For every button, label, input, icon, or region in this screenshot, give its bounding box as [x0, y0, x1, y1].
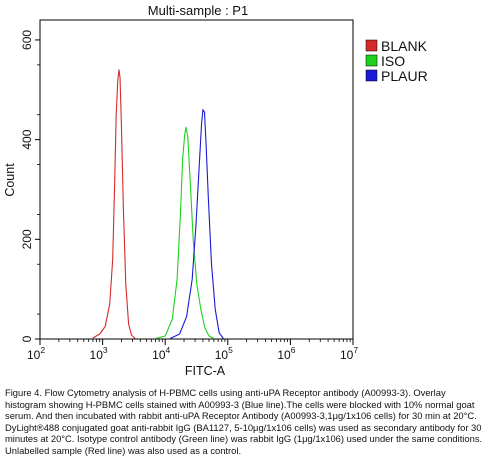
series-line-plaur — [169, 109, 224, 339]
x-tick-label-exponent: 6 — [291, 345, 296, 355]
x-tick-label-base: 10 — [277, 348, 291, 362]
x-tick-label: 105 — [215, 345, 233, 362]
x-tick-label-exponent: 5 — [228, 345, 233, 355]
x-tick-label: 106 — [277, 345, 295, 362]
plot-frame — [39, 19, 354, 340]
legend-swatch — [365, 39, 378, 52]
figure-caption: Figure 4. Flow Cytometry analysis of H-P… — [5, 387, 487, 457]
legend-swatch — [365, 54, 378, 67]
x-tick-label-base: 10 — [27, 348, 41, 362]
x-tick-label-exponent: 4 — [166, 345, 171, 355]
y-axis-ticks: 0 200 400 600 — [20, 30, 40, 342]
legend-label: PLAUR — [381, 68, 428, 84]
caption-text: Figure 4. Flow Cytometry analysis of H-P… — [5, 387, 483, 456]
series-line-iso — [155, 126, 215, 340]
y-tick-label: 600 — [20, 30, 34, 50]
x-axis-ticks: 102 103 104 105 106 107 — [27, 339, 358, 362]
y-axis-label: Count — [3, 163, 17, 197]
x-tick-label-base: 10 — [152, 348, 166, 362]
x-tick-label-base: 10 — [340, 348, 354, 362]
x-tick-label-base: 10 — [90, 348, 104, 362]
series-line-blank — [92, 69, 136, 339]
histogram-series — [92, 69, 224, 340]
y-tick-label: 400 — [20, 129, 34, 149]
y-tick-label: 0 — [20, 335, 34, 342]
x-tick-label: 104 — [152, 345, 170, 362]
x-tick-label-exponent: 2 — [40, 345, 45, 355]
flow-cytometry-histogram: Multi-sample : P1 102 103 104 105 106 107 020… — [3, 3, 428, 378]
chart-title: Multi-sample : P1 — [148, 3, 248, 18]
x-tick-label: 102 — [27, 345, 45, 362]
y-tick-label: 200 — [20, 229, 34, 249]
x-tick-label-base: 10 — [215, 348, 229, 362]
legend-swatch — [365, 69, 378, 82]
x-tick-label-exponent: 7 — [353, 345, 358, 355]
x-tick-label: 107 — [340, 345, 358, 362]
legend-label: BLANK — [381, 38, 428, 54]
x-axis-label: FITC-A — [185, 364, 226, 378]
x-tick-label-exponent: 3 — [103, 345, 108, 355]
legend-label: ISO — [381, 53, 405, 69]
x-tick-label: 103 — [90, 345, 108, 362]
